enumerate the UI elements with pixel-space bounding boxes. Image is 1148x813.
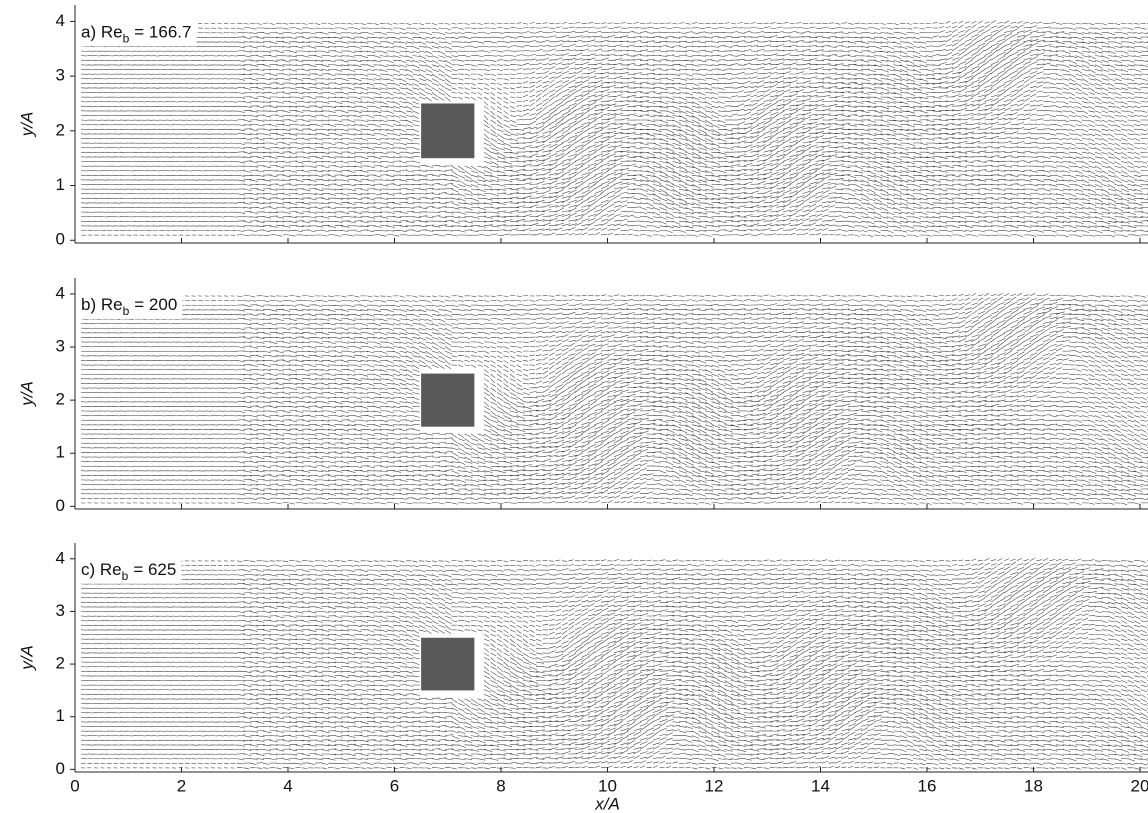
x-tick-label: 10 <box>598 776 617 795</box>
label-subscript: b <box>123 32 130 46</box>
y-tick-label: 4 <box>56 548 65 567</box>
x-tick-label: 0 <box>70 776 79 795</box>
label-text: a) Re <box>81 23 123 42</box>
obstacle <box>421 638 474 691</box>
x-tick-label: 14 <box>811 776 830 795</box>
vector-texture <box>81 21 1148 237</box>
x-tick-label: 2 <box>177 776 186 795</box>
panel: 0 1 2 3 4 y/A b) Reb = 200 <box>17 278 1148 515</box>
y-tick-label: 1 <box>56 175 65 194</box>
label-subscript: b <box>123 304 130 318</box>
label-text: b) Re <box>81 295 123 314</box>
x-tick-label: 20 <box>1131 776 1148 795</box>
label-text: c) Re <box>81 560 122 579</box>
y-tick-label: 0 <box>56 230 65 249</box>
label-value: = 200 <box>134 295 177 314</box>
y-tick-label: 2 <box>56 654 65 673</box>
y-axis-label: y/A <box>17 381 36 407</box>
x-tick-label: 16 <box>918 776 937 795</box>
y-axis-label: y/A <box>17 645 36 671</box>
obstacle <box>421 103 474 158</box>
label-value: = 625 <box>133 560 176 579</box>
y-tick-label: 1 <box>56 706 65 725</box>
y-tick-label: 2 <box>56 390 65 409</box>
x-tick-label: 8 <box>496 776 505 795</box>
figure: 01234y/Aa) Reb= 166.701234y/Ab) Reb= 200… <box>0 0 1148 813</box>
obstacle <box>421 374 474 427</box>
label-subscript: b <box>122 569 129 583</box>
y-tick-label: 4 <box>56 283 65 302</box>
y-tick-label: 0 <box>56 759 65 778</box>
y-tick-label: 3 <box>56 66 65 85</box>
y-tick-label: 0 <box>56 496 65 515</box>
x-tick-label: 12 <box>705 776 724 795</box>
x-tick-label: 4 <box>283 776 292 795</box>
y-axis-label: y/A <box>17 112 36 138</box>
label-value: = 166.7 <box>134 23 191 42</box>
y-tick-label: 3 <box>56 601 65 620</box>
vector-texture <box>81 558 1148 769</box>
y-tick-label: 3 <box>56 337 65 356</box>
x-tick-label: 6 <box>390 776 399 795</box>
y-tick-label: 1 <box>56 443 65 462</box>
y-tick-label: 2 <box>56 120 65 139</box>
x-axis-label: x/A <box>594 794 620 813</box>
vector-texture <box>81 293 1148 505</box>
x-tick-label: 18 <box>1024 776 1043 795</box>
y-tick-label: 4 <box>56 11 65 30</box>
panel: 0 1 2 3 4 y/A a) Reb = 166.7 <box>17 5 1148 249</box>
